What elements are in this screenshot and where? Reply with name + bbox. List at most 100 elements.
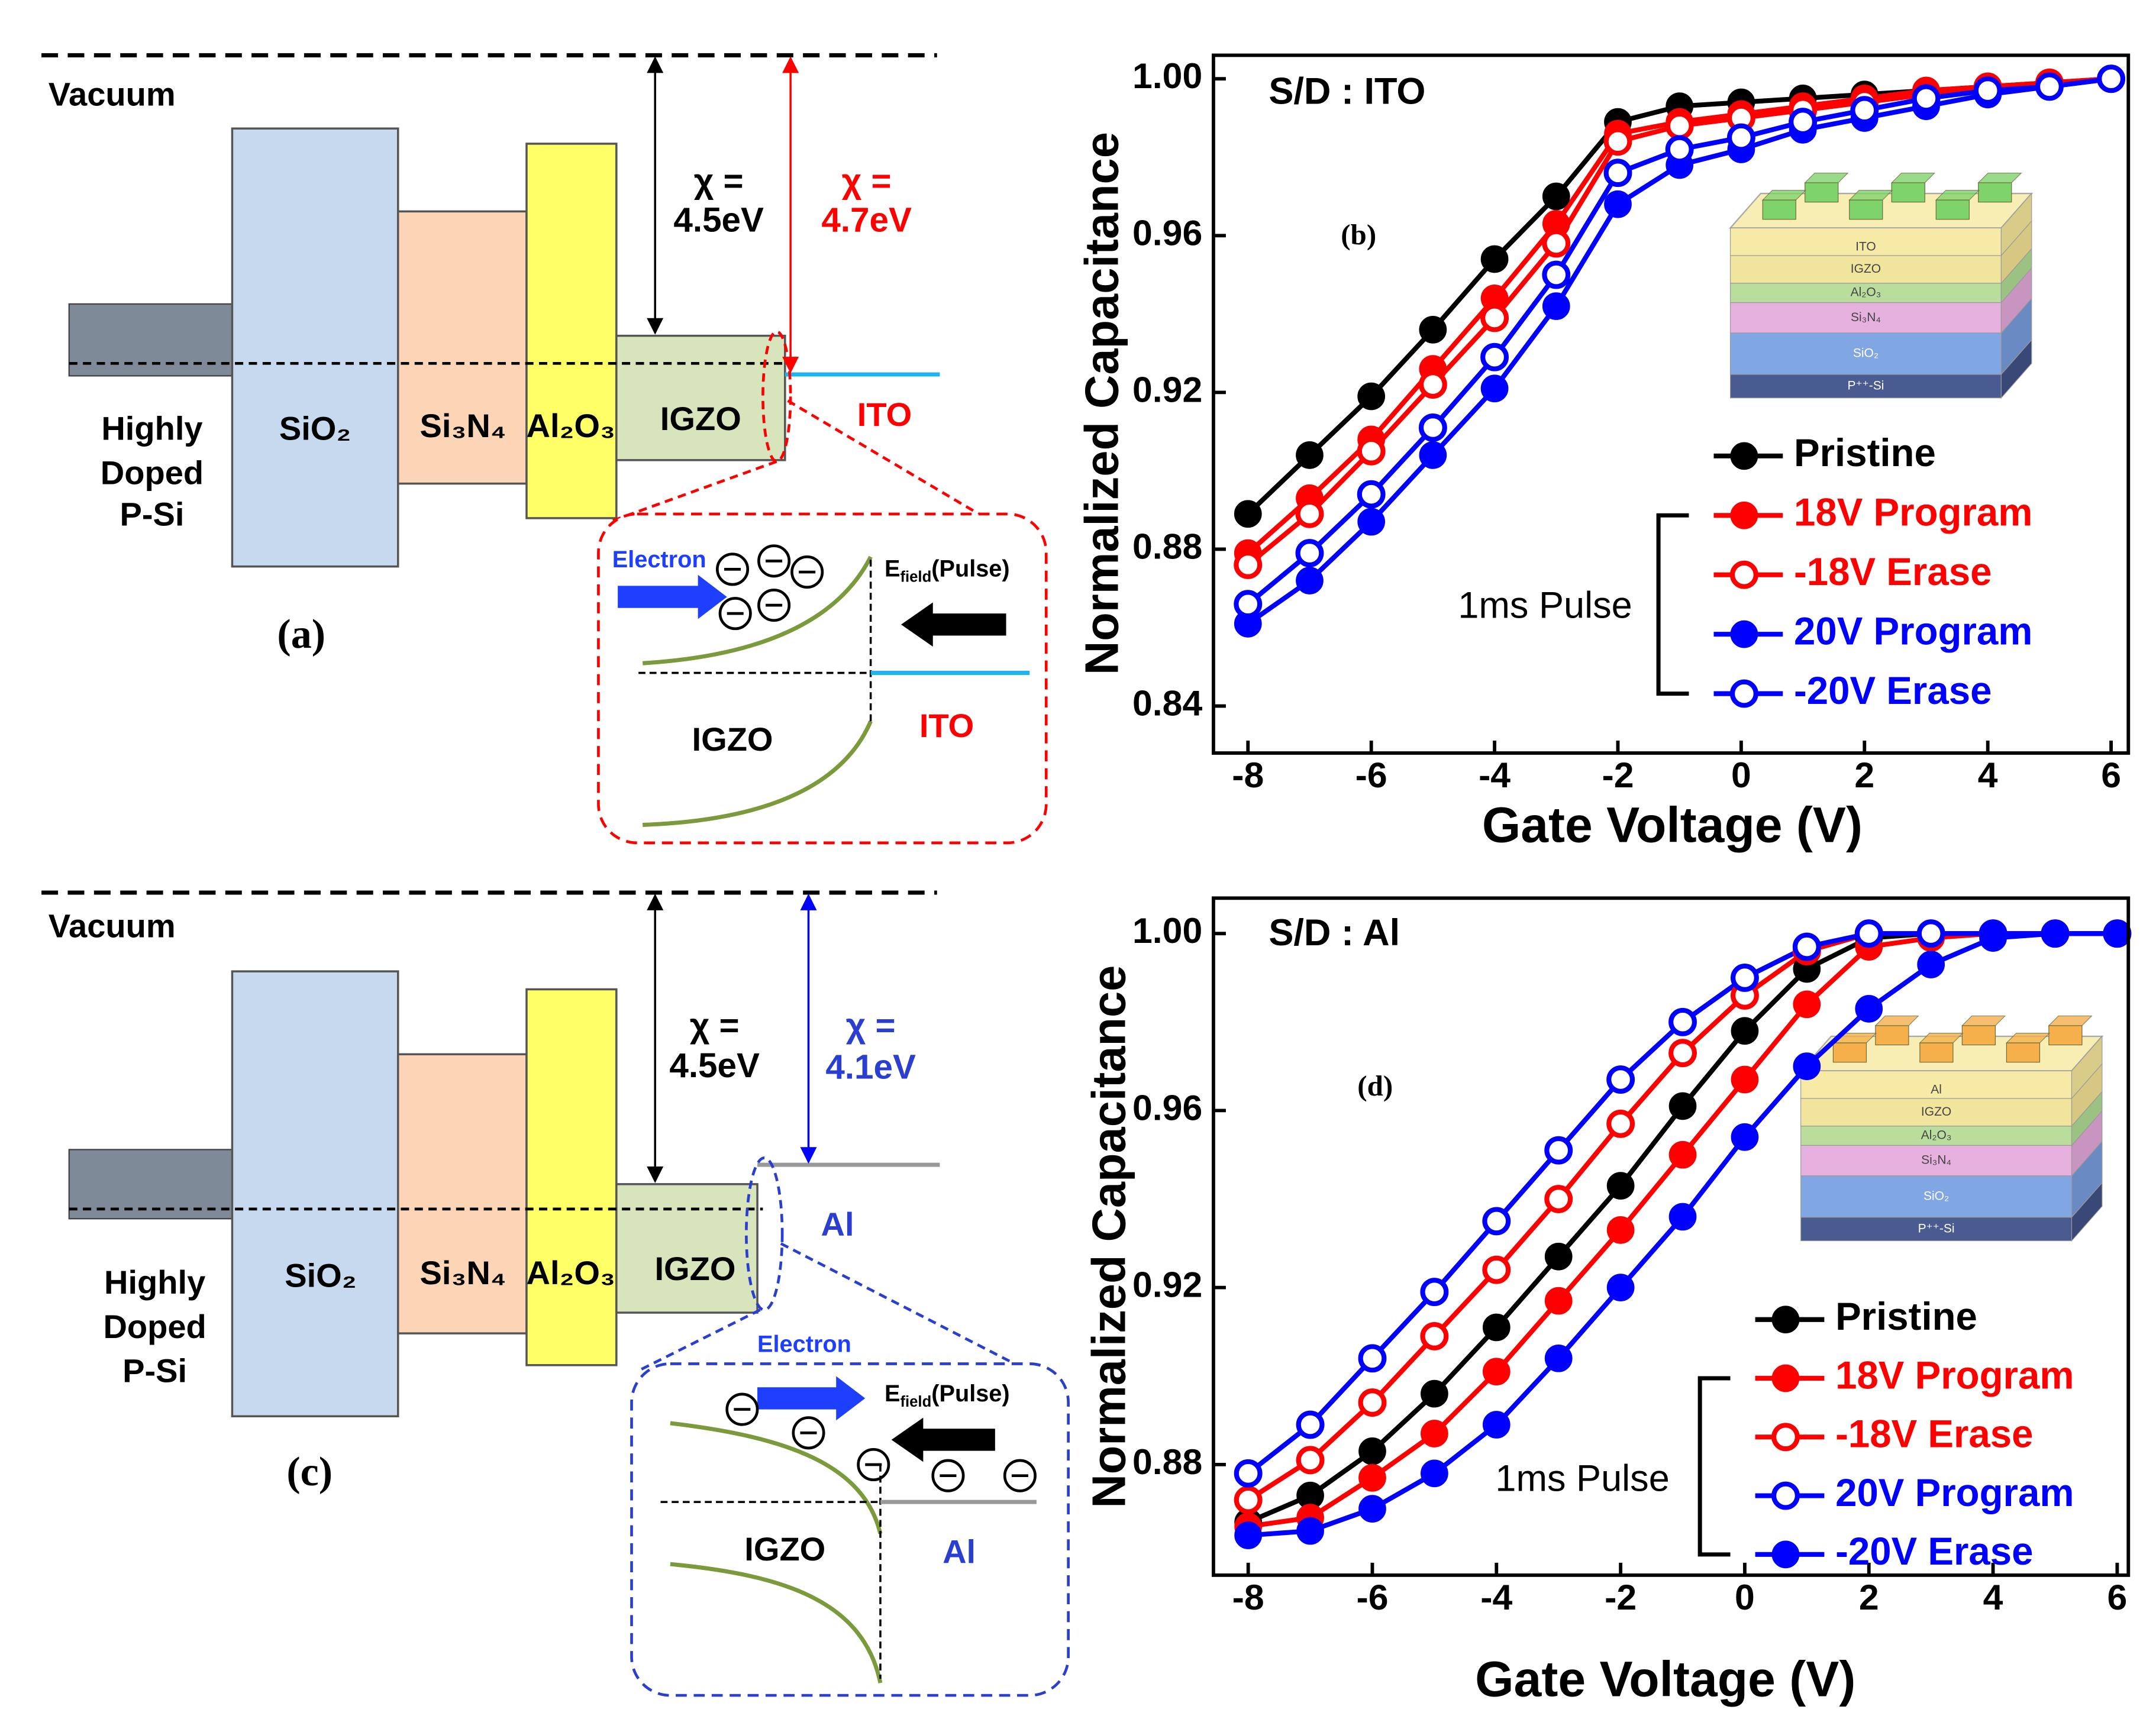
legend-label: 18V Program bbox=[1835, 1353, 2074, 1397]
inset-label: ITO bbox=[919, 707, 974, 744]
marker bbox=[1603, 159, 1632, 188]
marker bbox=[2103, 919, 2131, 948]
inset-layer-label: Al₂O₃ bbox=[1851, 286, 1881, 299]
field-label-part: E bbox=[885, 556, 900, 582]
marker bbox=[1482, 1313, 1511, 1342]
inset-layer-label: ITO bbox=[1855, 240, 1876, 254]
x-tick-label: -4 bbox=[1480, 1577, 1512, 1617]
layer-label: SiO₂ bbox=[279, 410, 351, 447]
marker bbox=[2097, 64, 2126, 93]
marker bbox=[1482, 1207, 1511, 1236]
marker bbox=[1542, 292, 1570, 320]
marker bbox=[1480, 245, 1509, 273]
legend-marker bbox=[1730, 501, 1758, 529]
device-inset: ITO IGZO Al₂O₃ Si₃N₄ SiO₂ P⁺⁺-Si bbox=[1728, 172, 2034, 399]
substrate-band bbox=[68, 1149, 233, 1220]
substrate-label: Doped bbox=[101, 454, 204, 491]
marker bbox=[1421, 1459, 1448, 1488]
inset-electrode bbox=[1919, 1042, 1954, 1063]
x-tick-label: 2 bbox=[1854, 755, 1874, 795]
field-label: Efield(Pulse) bbox=[885, 1381, 1010, 1410]
marker bbox=[1420, 1321, 1449, 1350]
y-axis-label: Normalized Capacitance bbox=[1076, 132, 1128, 675]
zoom-line bbox=[787, 399, 989, 521]
electrode-label: ITO bbox=[857, 396, 912, 433]
marker bbox=[1668, 1092, 1697, 1120]
marker bbox=[1420, 1278, 1449, 1307]
field-label-part: (Pulse) bbox=[931, 1381, 1009, 1407]
marker bbox=[1418, 413, 1447, 442]
marker bbox=[1357, 437, 1386, 466]
field-label-part: (Pulse) bbox=[931, 556, 1009, 582]
y-tick-label: 0.84 bbox=[1132, 683, 1202, 723]
marker bbox=[1482, 1411, 1511, 1439]
inset-electrode bbox=[1961, 1025, 1996, 1046]
field-label: Efield(Pulse) bbox=[885, 556, 1010, 585]
marker bbox=[1357, 382, 1386, 411]
y-tick-label: 0.96 bbox=[1132, 212, 1202, 253]
inset-side bbox=[2071, 1181, 2103, 1242]
x-tick-label: 0 bbox=[1735, 1577, 1755, 1617]
legend-marker bbox=[1771, 1540, 1800, 1569]
band-curve bbox=[643, 720, 873, 828]
substrate-label: Doped bbox=[103, 1308, 206, 1345]
inset-layer-label: SiO₂ bbox=[1923, 1189, 1949, 1203]
layer-label: SiO₂ bbox=[285, 1256, 356, 1294]
y-tick-label: 0.92 bbox=[1132, 369, 1202, 409]
band-curve bbox=[670, 1421, 883, 1534]
legend-group-label: 1ms Pulse bbox=[1458, 584, 1632, 626]
x-tick-label: -6 bbox=[1356, 1577, 1388, 1617]
inset-layer-label: Al bbox=[1931, 1083, 1942, 1097]
y-tick-label: 0.88 bbox=[1132, 1442, 1202, 1482]
marker bbox=[1606, 1274, 1635, 1301]
marker bbox=[1606, 1109, 1635, 1138]
marker bbox=[1544, 1344, 1573, 1372]
marker bbox=[1606, 1065, 1635, 1094]
legend-label: Pristine bbox=[1835, 1295, 1977, 1338]
inset-electrode-top bbox=[1935, 190, 1980, 201]
chi-label: 4.1eV bbox=[825, 1048, 916, 1086]
zoom-inset bbox=[630, 1362, 1070, 1697]
sio2-band bbox=[231, 970, 399, 1418]
legend-marker bbox=[1771, 1481, 1800, 1510]
substrate-label: Highly bbox=[101, 410, 202, 447]
x-tick-label: -6 bbox=[1355, 755, 1387, 795]
field-label-part: field bbox=[900, 1394, 931, 1410]
chi-label: χ = bbox=[846, 1006, 896, 1045]
marker bbox=[1544, 1287, 1573, 1315]
marker bbox=[1296, 1517, 1324, 1545]
marker bbox=[1357, 508, 1386, 536]
marker bbox=[1480, 342, 1509, 371]
inset-electrode-top bbox=[1961, 1015, 2006, 1026]
layer-label: IGZO bbox=[660, 400, 741, 437]
marker bbox=[1730, 964, 1759, 992]
x-tick-label: -8 bbox=[1232, 755, 1264, 795]
chi-label: χ = bbox=[694, 162, 744, 201]
inset-electrode-top bbox=[1761, 190, 1807, 201]
substrate-label: Highly bbox=[104, 1264, 205, 1301]
marker bbox=[1358, 1388, 1387, 1417]
panel-label: (b) bbox=[1341, 218, 1376, 251]
y-axis-label: Normalized Capacitance bbox=[1082, 965, 1135, 1508]
inset-electrode bbox=[1849, 199, 1883, 220]
marker bbox=[1482, 1358, 1511, 1386]
legend-label: -18V Erase bbox=[1835, 1413, 2033, 1456]
marker bbox=[1421, 1420, 1448, 1447]
marker bbox=[1421, 1379, 1448, 1408]
inset-layer-label: Si₃N₄ bbox=[1851, 311, 1881, 324]
annotation: S/D : ITO bbox=[1269, 70, 1425, 112]
marker bbox=[1793, 990, 1821, 1019]
y-tick-label: 0.92 bbox=[1132, 1265, 1202, 1305]
marker bbox=[1544, 1185, 1573, 1213]
legend-marker bbox=[1771, 1364, 1800, 1392]
legend-label: -18V Erase bbox=[1794, 550, 1992, 593]
x-tick-label: 6 bbox=[2107, 1577, 2128, 1617]
marker bbox=[1234, 1459, 1263, 1488]
marker bbox=[1603, 127, 1632, 156]
marker bbox=[1668, 1039, 1697, 1068]
marker bbox=[1668, 1140, 1697, 1169]
inset-electrode bbox=[1762, 199, 1796, 220]
electron-label: Electron bbox=[612, 547, 706, 573]
marker bbox=[1418, 370, 1447, 399]
band-diagram-c: Vacuum χ = 4.5eV χ = 4.1eV Highly Doped … bbox=[41, 890, 1070, 1697]
